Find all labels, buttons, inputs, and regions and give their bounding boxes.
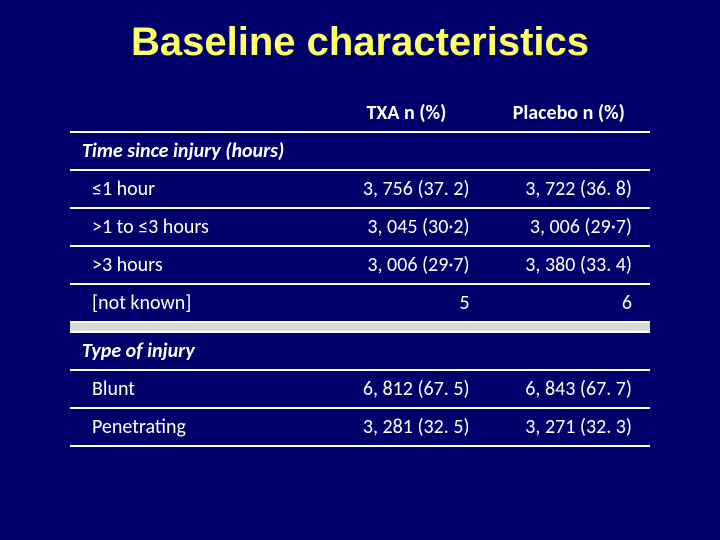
col-header-blank [70, 95, 325, 132]
table-header-row: TXA n (%) Placebo n (%) [70, 95, 650, 132]
row-placebo: 3, 380 (33. 4) [488, 246, 650, 284]
row-label: ≤1 hour [70, 170, 325, 208]
row-txa: 6, 812 (67. 5) [325, 370, 487, 408]
col-header-placebo: Placebo n (%) [488, 95, 650, 132]
row-txa: 3, 006 (29·7) [325, 246, 487, 284]
row-label: Blunt [70, 370, 325, 408]
row-placebo: 6, 843 (67. 7) [488, 370, 650, 408]
row-placebo: 3, 722 (36. 8) [488, 170, 650, 208]
table-row: Blunt 6, 812 (67. 5) 6, 843 (67. 7) [70, 370, 650, 408]
col-header-txa: TXA n (%) [325, 95, 487, 132]
row-txa: 3, 045 (30·2) [325, 208, 487, 246]
section-header: Time since injury (hours) [70, 132, 650, 170]
row-placebo: 6 [488, 284, 650, 322]
row-txa: 3, 281 (32. 5) [325, 408, 487, 446]
row-placebo: 3, 271 (32. 3) [488, 408, 650, 446]
row-txa: 3, 756 (37. 2) [325, 170, 487, 208]
page-title: Baseline characteristics [40, 20, 680, 65]
section-header: Type of injury [70, 332, 650, 370]
table-row: ≤1 hour 3, 756 (37. 2) 3, 722 (36. 8) [70, 170, 650, 208]
row-placebo: 3, 006 (29·7) [488, 208, 650, 246]
row-label: [not known] [70, 284, 325, 322]
table-row: >1 to ≤3 hours 3, 045 (30·2) 3, 006 (29·… [70, 208, 650, 246]
row-txa: 5 [325, 284, 487, 322]
table-row: Penetrating 3, 281 (32. 5) 3, 271 (32. 3… [70, 408, 650, 446]
table-row: >3 hours 3, 006 (29·7) 3, 380 (33. 4) [70, 246, 650, 284]
baseline-table: TXA n (%) Placebo n (%) Time since injur… [70, 95, 650, 447]
table-row: [not known] 5 6 [70, 284, 650, 322]
row-label: >3 hours [70, 246, 325, 284]
row-label: >1 to ≤3 hours [70, 208, 325, 246]
section-gap [70, 322, 650, 332]
section-header-row: Type of injury [70, 332, 650, 370]
row-label: Penetrating [70, 408, 325, 446]
slide: Baseline characteristics TXA n (%) Place… [0, 0, 720, 540]
section-header-row: Time since injury (hours) [70, 132, 650, 170]
